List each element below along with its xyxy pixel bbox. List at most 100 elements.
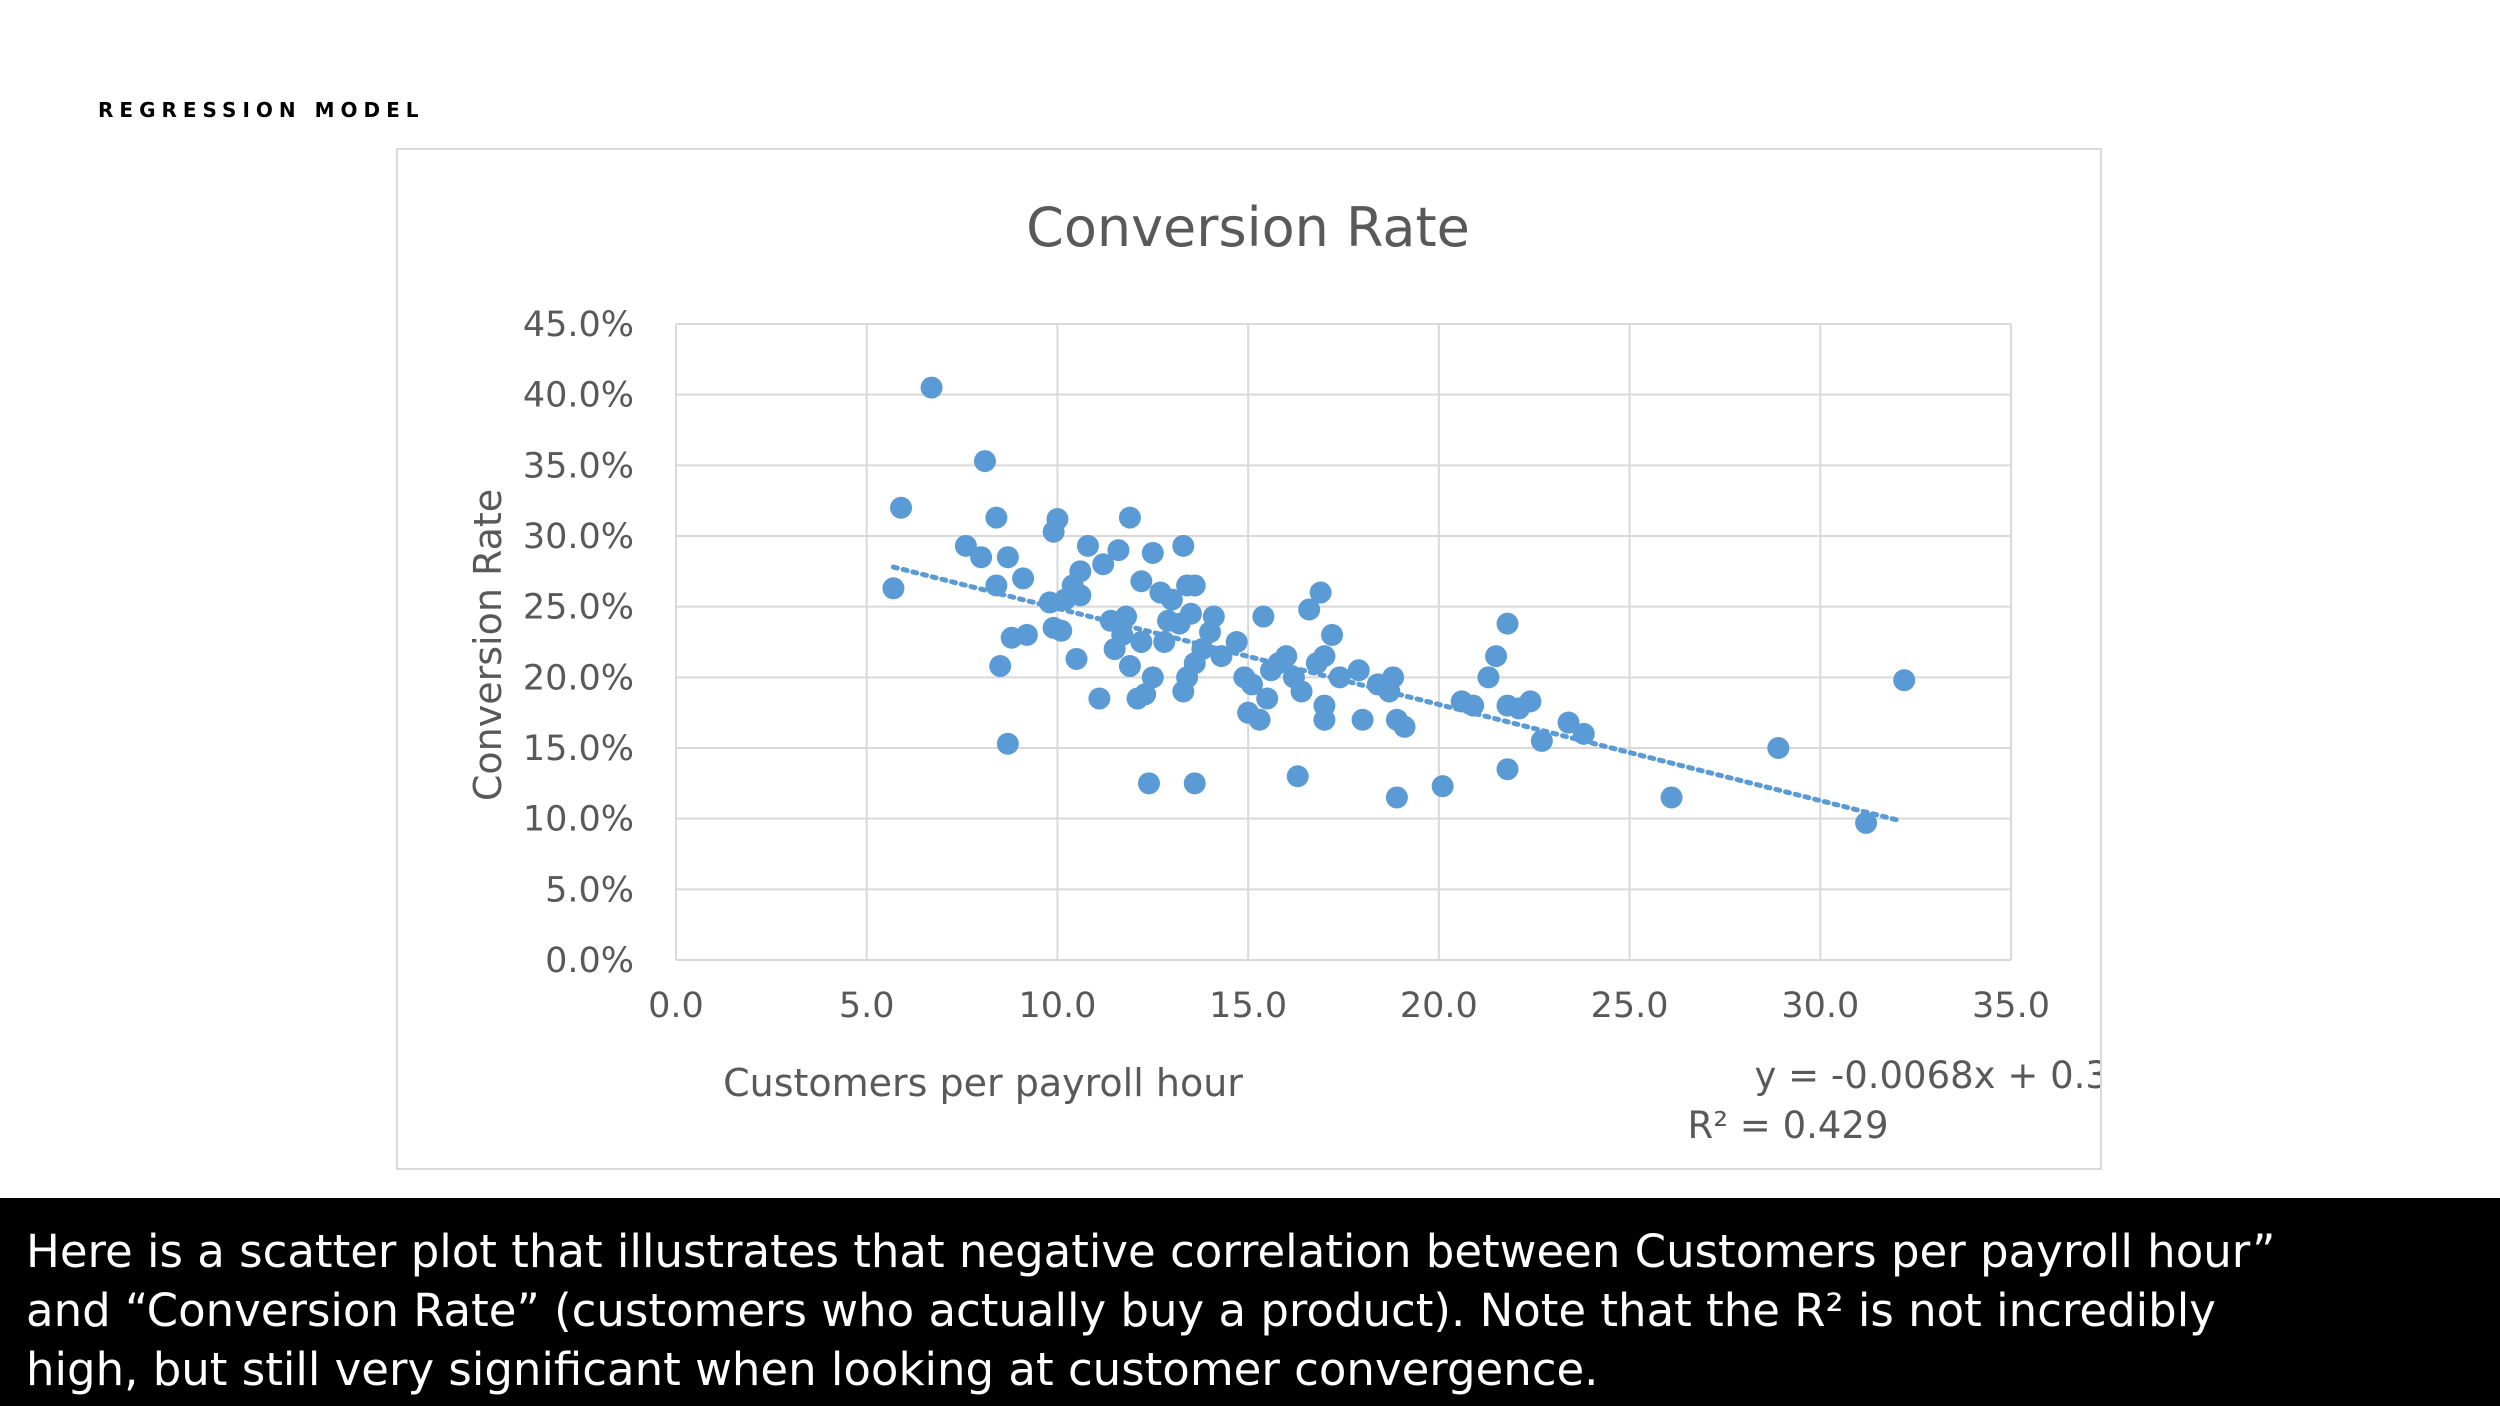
data-point bbox=[1088, 687, 1111, 710]
caption-bar: Here is a scatter plot that illustrates … bbox=[0, 1198, 2500, 1406]
data-point bbox=[996, 732, 1019, 755]
y-tick-label: 35.0% bbox=[523, 446, 634, 486]
data-point bbox=[1191, 638, 1214, 661]
data-point bbox=[1313, 708, 1336, 731]
data-point bbox=[1431, 775, 1454, 798]
data-point bbox=[1496, 758, 1519, 781]
y-tick-label: 10.0% bbox=[523, 800, 634, 840]
data-point bbox=[1179, 602, 1202, 625]
trendline-r-squared: R² = 0.429 bbox=[1688, 1104, 1889, 1147]
data-point bbox=[1141, 666, 1164, 689]
data-point bbox=[970, 546, 993, 569]
data-point bbox=[1202, 605, 1225, 628]
data-point bbox=[1183, 772, 1206, 795]
y-tick-label: 0.0% bbox=[545, 941, 634, 981]
data-point bbox=[1183, 574, 1206, 597]
data-point bbox=[1572, 722, 1595, 745]
data-point bbox=[1767, 737, 1790, 759]
y-tick-label: 30.0% bbox=[523, 517, 634, 557]
data-point bbox=[1210, 645, 1233, 668]
data-point bbox=[1351, 708, 1374, 731]
data-point bbox=[1286, 765, 1309, 788]
data-point bbox=[1172, 534, 1195, 557]
section-label: REGRESSION MODEL bbox=[98, 98, 425, 122]
data-point bbox=[1160, 588, 1183, 611]
data-point bbox=[1092, 553, 1115, 576]
data-point bbox=[1076, 534, 1099, 557]
data-point bbox=[1309, 581, 1332, 604]
data-point bbox=[985, 506, 1008, 529]
data-point bbox=[1153, 631, 1176, 653]
chart-title: Conversion Rate bbox=[1026, 196, 1470, 259]
data-point bbox=[1557, 711, 1580, 734]
data-point bbox=[1485, 645, 1508, 668]
y-tick-label: 40.0% bbox=[523, 376, 634, 416]
data-point bbox=[1000, 626, 1023, 649]
x-tick-label: 5.0 bbox=[839, 986, 895, 1026]
data-point bbox=[989, 655, 1012, 678]
data-point bbox=[1382, 666, 1405, 689]
data-point bbox=[1118, 506, 1141, 529]
data-point bbox=[996, 546, 1019, 569]
data-point bbox=[1321, 623, 1344, 646]
caption-text: Here is a scatter plot that illustrates … bbox=[26, 1225, 2276, 1396]
data-point bbox=[1172, 680, 1195, 703]
data-point bbox=[1134, 683, 1157, 706]
data-point bbox=[1012, 567, 1035, 590]
data-point bbox=[1042, 616, 1065, 639]
data-point bbox=[1855, 811, 1878, 834]
data-point bbox=[1107, 539, 1130, 562]
data-point bbox=[1240, 673, 1263, 696]
x-tick-label: 0.0 bbox=[648, 986, 704, 1026]
data-point bbox=[1130, 631, 1153, 653]
data-point bbox=[1130, 570, 1153, 593]
scatter-chart: 0.0 5.0 10.0 15.0 20.0 25.0 30.0 35.0 0.0% 5.0% 10… bbox=[466, 196, 2100, 1147]
data-point bbox=[1069, 584, 1092, 607]
x-tick-label: 30.0 bbox=[1781, 986, 1859, 1026]
data-point bbox=[1046, 508, 1069, 531]
data-point bbox=[1256, 687, 1279, 710]
y-tick-label: 25.0% bbox=[523, 588, 634, 628]
data-point bbox=[1290, 680, 1313, 703]
data-point bbox=[1141, 541, 1164, 564]
x-tick-label: 10.0 bbox=[1018, 986, 1096, 1026]
data-point bbox=[890, 496, 913, 519]
data-point bbox=[1065, 647, 1088, 670]
data-point bbox=[920, 376, 943, 399]
x-tick-label: 15.0 bbox=[1209, 986, 1287, 1026]
data-point bbox=[1225, 631, 1248, 653]
data-point bbox=[1462, 694, 1485, 717]
data-point bbox=[973, 450, 996, 473]
data-point bbox=[882, 577, 905, 600]
x-axis-label: Customers per payroll hour bbox=[723, 1061, 1243, 1105]
data-point bbox=[1347, 659, 1370, 682]
data-point bbox=[1519, 690, 1542, 713]
data-point bbox=[954, 534, 977, 557]
y-tick-label: 20.0% bbox=[523, 658, 634, 698]
y-tick-label: 5.0% bbox=[545, 870, 634, 910]
data-point bbox=[1275, 645, 1298, 668]
x-tick-label: 25.0 bbox=[1591, 986, 1669, 1026]
data-point bbox=[1530, 729, 1553, 752]
chart-frame: 0.0 5.0 10.0 15.0 20.0 25.0 30.0 35.0 0.0% 5.0% 10… bbox=[396, 148, 2102, 1170]
data-point bbox=[985, 574, 1008, 597]
data-point bbox=[1393, 715, 1416, 738]
data-point bbox=[1248, 708, 1271, 731]
data-point bbox=[1328, 666, 1351, 689]
data-point bbox=[1496, 612, 1519, 635]
x-tick-label: 35.0 bbox=[1972, 986, 2050, 1026]
trendline-equation: y = -0.0068x + 0.3168 bbox=[1754, 1054, 2100, 1097]
data-point bbox=[1660, 786, 1683, 809]
data-point bbox=[1385, 786, 1408, 809]
data-point bbox=[1252, 605, 1275, 628]
y-axis-label: Conversion Rate bbox=[466, 489, 510, 801]
data-point bbox=[1137, 772, 1160, 795]
x-tick-label: 20.0 bbox=[1400, 986, 1478, 1026]
data-point bbox=[1298, 598, 1321, 621]
y-tick-label: 45.0% bbox=[523, 305, 634, 345]
data-point bbox=[1477, 666, 1500, 689]
y-tick-label: 15.0% bbox=[523, 729, 634, 769]
data-point bbox=[1118, 655, 1141, 678]
data-point bbox=[1313, 645, 1336, 668]
data-point bbox=[1115, 605, 1138, 628]
